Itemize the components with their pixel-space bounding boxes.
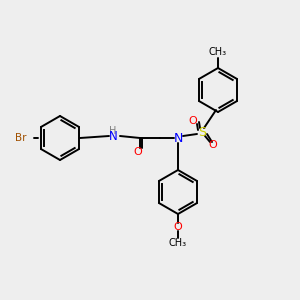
Text: Br: Br: [14, 133, 26, 143]
Text: S: S: [198, 127, 206, 140]
Text: O: O: [189, 116, 197, 126]
Text: N: N: [109, 130, 117, 143]
Text: CH₃: CH₃: [169, 238, 187, 248]
Text: O: O: [134, 147, 142, 157]
Text: O: O: [174, 222, 182, 232]
Text: O: O: [208, 140, 217, 150]
Text: CH₃: CH₃: [209, 47, 227, 57]
Text: N: N: [173, 131, 183, 145]
Text: H: H: [109, 126, 117, 136]
